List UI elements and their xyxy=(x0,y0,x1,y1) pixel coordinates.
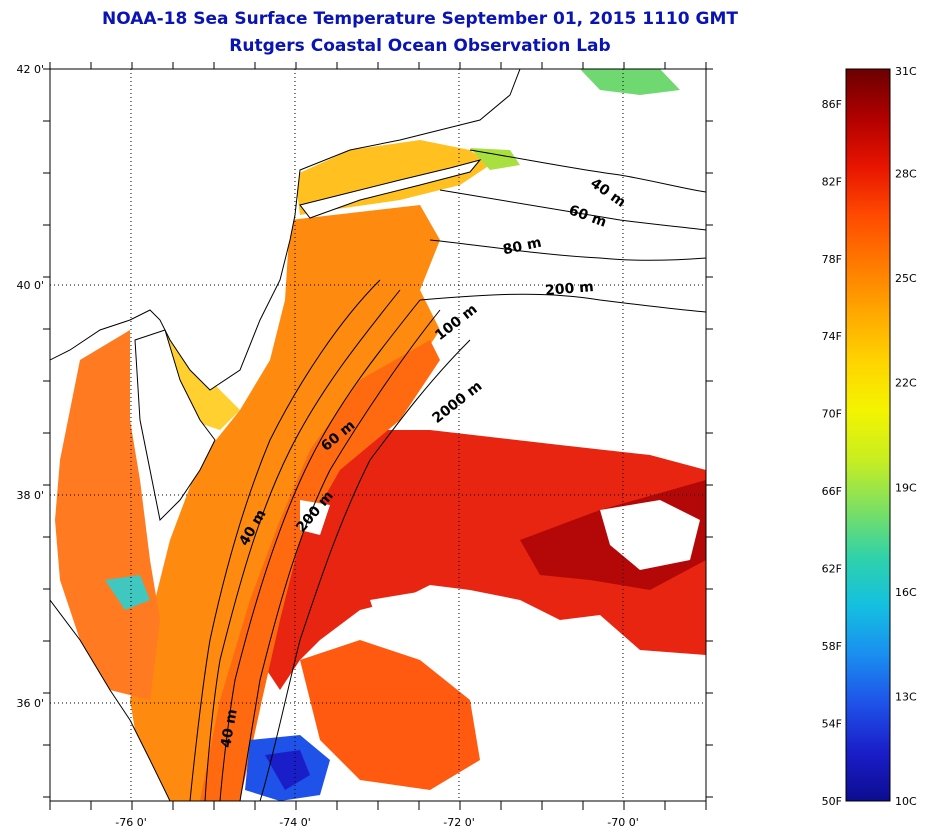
contour-80m xyxy=(429,239,706,261)
lon-label: -72 0' xyxy=(443,816,475,829)
sst-shelf-waters xyxy=(130,205,440,801)
contour-40m-north xyxy=(469,149,706,193)
sst-shelf-warm-band xyxy=(200,340,440,801)
colorbar-f-label: 82F xyxy=(822,175,842,188)
lat-label: 42 0' xyxy=(16,63,44,76)
axis-ticks xyxy=(43,62,713,810)
colorbar-f-label: 78F xyxy=(822,253,842,266)
bathymetry-contours xyxy=(189,149,706,801)
lon-labels: -76 0' -74 0' -72 0' -70 0' xyxy=(115,816,639,829)
colorbar-c-label: 19C xyxy=(895,481,917,494)
colorbar-f-label: 70F xyxy=(822,408,842,421)
sst-southern-warm xyxy=(300,640,480,790)
lat-label: 36 0' xyxy=(16,697,44,710)
sst-cold-core xyxy=(265,750,310,790)
land-delmarva xyxy=(134,329,216,522)
colorbar-f-label: 62F xyxy=(822,563,842,576)
colorbar-c-label: 31C xyxy=(895,65,917,78)
lat-label: 40 0' xyxy=(16,279,44,292)
land-virginia-nc xyxy=(50,599,171,801)
colorbar-c-label: 16C xyxy=(895,586,917,599)
map-area xyxy=(50,69,706,801)
depth-label: 80 m xyxy=(502,235,543,259)
contour-shelf-3 xyxy=(204,289,401,801)
depth-label: 100 m xyxy=(432,301,480,344)
colorbar-c-label: 22C xyxy=(895,377,917,390)
colorbar-c-label: 13C xyxy=(895,690,917,703)
colorbar-c-label: 10C xyxy=(895,795,917,808)
colorbar-f-label: 66F xyxy=(822,485,842,498)
sst-coastal-green xyxy=(470,148,520,170)
colorbar-c-label: 28C xyxy=(895,168,917,181)
depth-label: 60 m xyxy=(566,202,608,230)
cloud-gap xyxy=(370,590,520,660)
sst-northeast-patch xyxy=(580,69,680,95)
contour-2000m xyxy=(259,339,471,801)
depth-label: 40 m xyxy=(587,175,628,210)
lat-label: 38 0' xyxy=(16,489,44,502)
colorbar-celsius-labels: 31C 28C 25C 22C 19C 16C 13C 10C xyxy=(895,65,917,808)
colorbar-f-label: 58F xyxy=(822,640,842,653)
contour-200m-north xyxy=(419,293,706,313)
cloud-gap xyxy=(300,500,330,535)
colorbar-f-label: 50F xyxy=(822,795,842,808)
colorbar: 86F 82F 78F 74F 70F 66F 62F 58F 54F 50F 31C 28C 25C… xyxy=(822,65,917,808)
land-nj-ny xyxy=(50,69,521,391)
lat-labels: 42 0' 40 0' 38 0' 36 0' xyxy=(16,63,44,710)
contour-shelf-4 xyxy=(189,279,381,801)
colorbar-f-label: 54F xyxy=(822,718,842,731)
land-long-island xyxy=(299,159,482,219)
sst-coastal-cyan xyxy=(105,575,150,610)
lon-label: -74 0' xyxy=(279,816,311,829)
depth-label: 40 m xyxy=(218,708,241,749)
map-title: NOAA-18 Sea Surface Temperature Septembe… xyxy=(102,9,738,29)
depth-label: 2000 m xyxy=(429,378,485,427)
cloud-gap xyxy=(600,500,700,570)
contour-60m-north xyxy=(439,189,706,231)
map-subtitle: Rutgers Coastal Ocean Observation Lab xyxy=(229,36,611,56)
contour-shelf-1 xyxy=(239,309,441,801)
lon-label: -76 0' xyxy=(115,816,147,829)
colorbar-f-label: 74F xyxy=(822,330,842,343)
depth-label: 200 m xyxy=(544,279,594,299)
colorbar-c-label: 25C xyxy=(895,272,917,285)
contour-shelf-2 xyxy=(219,299,421,801)
colorbar-fahrenheit-labels: 86F 82F 78F 74F 70F 66F 62F 58F 54F 50F xyxy=(822,98,842,808)
colorbar-f-label: 86F xyxy=(822,98,842,111)
sst-chesapeake-bay xyxy=(55,330,160,700)
lon-label: -70 0' xyxy=(607,816,639,829)
graticule xyxy=(50,69,706,801)
colorbar-gradient xyxy=(845,68,891,802)
